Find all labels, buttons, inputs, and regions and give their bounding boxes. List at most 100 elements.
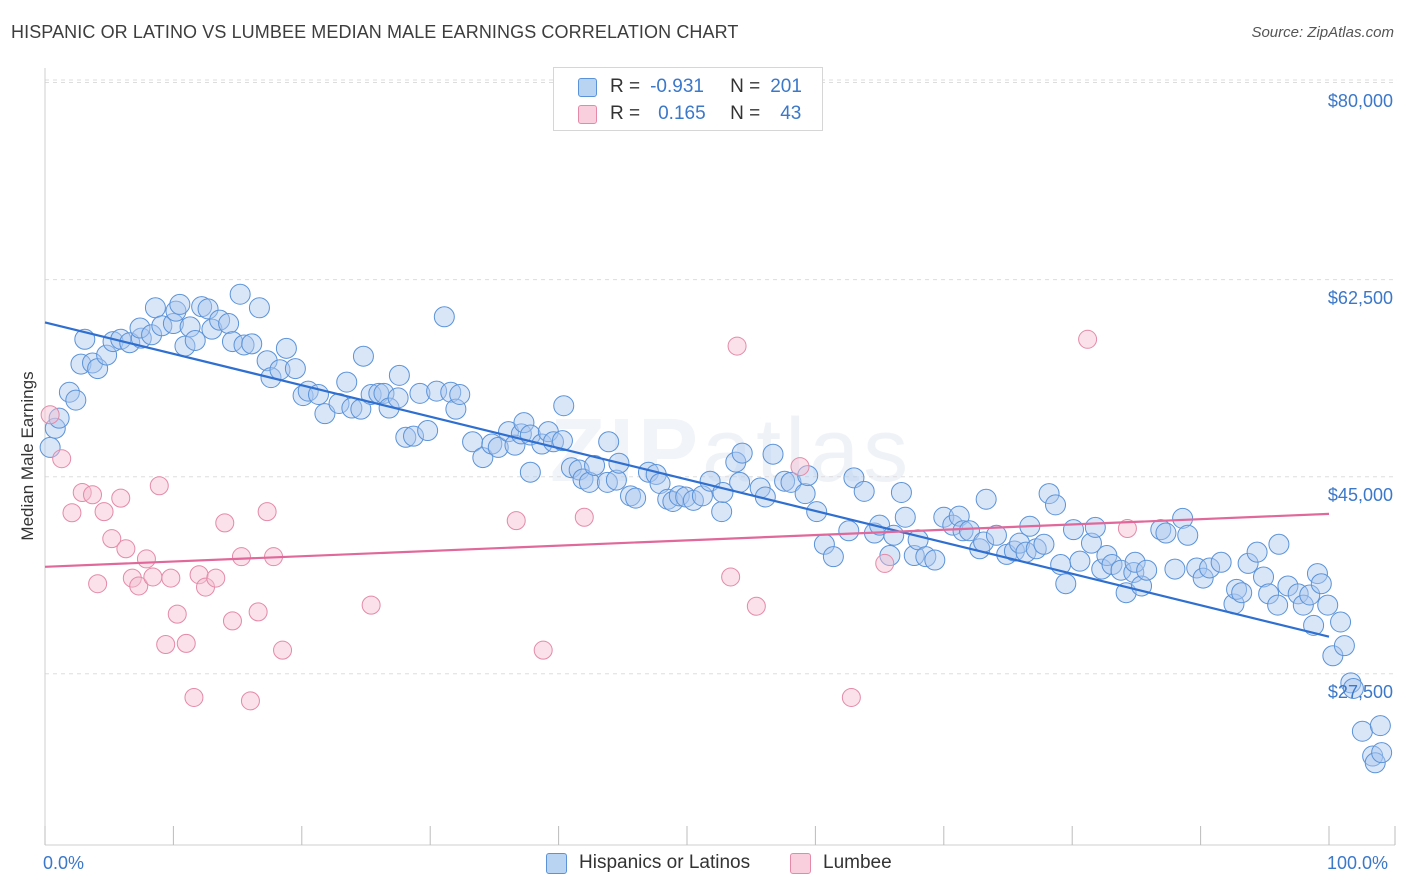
legend-r-label: R =	[610, 76, 641, 97]
point-lumbee	[875, 553, 895, 573]
point-lumbee	[143, 567, 163, 587]
point-hispanic	[890, 481, 912, 503]
series-label-hispanic: Hispanics or Latinos	[579, 852, 751, 873]
point-hispanic	[625, 487, 647, 509]
point-hispanic	[1055, 573, 1077, 595]
point-hispanic	[1268, 533, 1290, 555]
point-lumbee	[222, 611, 242, 631]
point-hispanic	[1045, 494, 1067, 516]
point-hispanic	[233, 334, 255, 356]
point-hispanic	[668, 485, 690, 507]
point-lumbee	[94, 502, 114, 522]
point-hispanic	[1033, 533, 1055, 555]
point-hispanic	[1177, 524, 1199, 546]
point-hispanic	[560, 457, 582, 479]
point-lumbee	[62, 503, 82, 523]
legend-n-value: 201	[770, 76, 802, 97]
point-hispanic	[409, 382, 431, 404]
series-legend-hispanic: Hispanics or Latinos	[546, 852, 750, 874]
point-lumbee	[721, 567, 741, 587]
legend-row-hispanic: R = -0.931 N = 201	[578, 75, 802, 99]
point-lumbee	[790, 457, 810, 477]
point-hispanic	[197, 298, 219, 320]
series-legend-lumbee: Lumbee	[790, 852, 892, 874]
point-hispanic	[1186, 557, 1208, 579]
point-hispanic	[1351, 720, 1373, 742]
point-hispanic	[794, 483, 816, 505]
point-hispanic	[662, 490, 684, 512]
point-hispanic	[513, 412, 535, 434]
point-hispanic	[1199, 557, 1221, 579]
point-lumbee	[248, 602, 268, 622]
point-hispanic	[129, 317, 151, 339]
point-hispanic	[449, 383, 471, 405]
y-tick-label: $45,000	[1327, 484, 1393, 505]
point-hispanic	[903, 545, 925, 567]
point-lumbee	[533, 640, 553, 660]
point-lumbee	[52, 449, 72, 469]
point-lumbee	[206, 568, 226, 588]
point-hispanic	[1155, 522, 1177, 544]
y-axis-label: Median Male Earnings	[18, 371, 37, 541]
point-hispanic	[1231, 582, 1253, 604]
point-hispanic	[985, 524, 1007, 546]
point-hispanic	[256, 350, 278, 372]
point-hispanic	[1267, 594, 1289, 616]
point-hispanic	[1091, 558, 1113, 580]
point-hispanic	[1292, 594, 1314, 616]
point-lumbee	[161, 568, 181, 588]
point-hispanic	[729, 471, 751, 493]
point-hispanic	[1299, 584, 1321, 606]
point-hispanic	[1062, 519, 1084, 541]
point-hispanic	[1371, 742, 1393, 764]
point-hispanic	[620, 485, 642, 507]
point-lumbee	[240, 691, 260, 711]
point-hispanic	[403, 425, 425, 447]
point-lumbee	[189, 565, 209, 585]
point-hispanic	[481, 433, 503, 455]
point-hispanic	[275, 337, 297, 359]
point-hispanic	[1364, 752, 1386, 774]
point-hispanic	[975, 488, 997, 510]
point-hispanic	[229, 283, 251, 305]
point-hispanic	[504, 434, 526, 456]
correlation-legend: R = -0.931 N = 201 R = 0.165 N = 43	[553, 67, 823, 131]
point-hispanic	[572, 468, 594, 490]
point-hispanic	[1369, 715, 1391, 737]
point-hispanic	[1164, 558, 1186, 580]
point-lumbee	[129, 576, 149, 596]
point-hispanic	[924, 549, 946, 571]
point-hispanic	[387, 387, 409, 409]
y-tick-label: $62,500	[1327, 287, 1393, 308]
x-tick-min: 0.0%	[43, 853, 85, 873]
point-lumbee	[257, 502, 277, 522]
legend-r-value: 0.165	[658, 103, 706, 124]
point-hispanic	[417, 420, 439, 442]
point-hispanic	[1340, 672, 1362, 694]
point-hispanic	[605, 469, 627, 491]
point-lumbee	[215, 513, 235, 533]
point-hispanic	[1303, 614, 1325, 636]
point-hispanic	[248, 297, 270, 319]
point-hispanic	[731, 442, 753, 464]
point-hispanic	[1333, 635, 1355, 657]
point-hispanic	[952, 520, 974, 542]
point-hispanic	[352, 345, 374, 367]
point-hispanic	[1287, 583, 1309, 605]
legend-swatch-lumbee	[578, 104, 597, 124]
point-hispanic	[578, 471, 600, 493]
point-hispanic	[201, 318, 223, 340]
point-hispanic	[1084, 516, 1106, 538]
point-lumbee	[83, 485, 103, 505]
point-lumbee	[156, 635, 176, 655]
series-legend: Hispanics or Latinos Lumbee	[0, 852, 1406, 878]
point-hispanic	[336, 371, 358, 393]
point-hispanic	[933, 506, 955, 528]
point-hispanic	[1172, 507, 1194, 529]
point-hispanic	[553, 395, 575, 417]
legend-r-value: -0.931	[650, 76, 704, 97]
point-hispanic	[598, 431, 620, 453]
point-lumbee	[176, 633, 196, 653]
point-hispanic	[70, 353, 92, 375]
